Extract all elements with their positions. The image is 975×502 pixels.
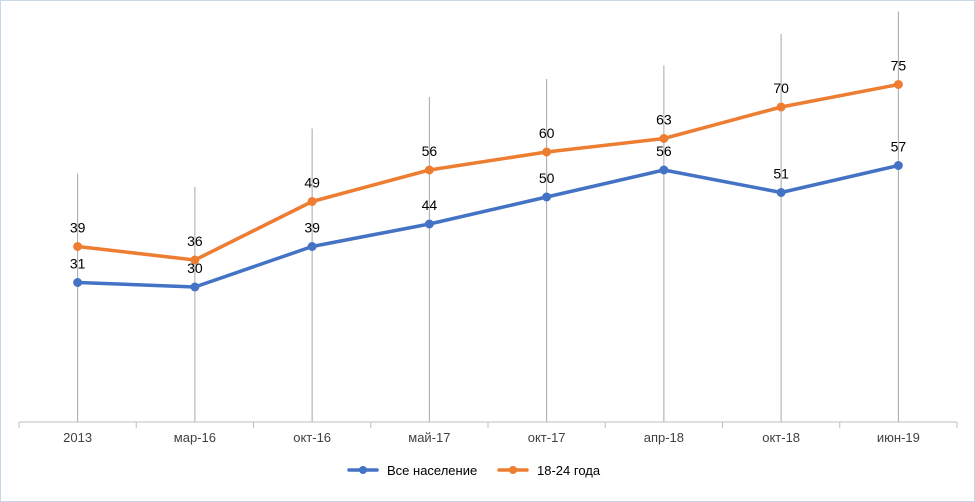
- data-point: [424, 219, 434, 229]
- drop-lines: [77, 11, 899, 422]
- data-point: [190, 282, 200, 292]
- data-point: [424, 165, 434, 175]
- data-label: 30: [187, 260, 203, 276]
- data-label: 56: [656, 143, 672, 159]
- legend-item-0: Все население: [347, 463, 477, 478]
- x-tick-label: май-17: [408, 430, 450, 445]
- data-label: 56: [422, 143, 438, 159]
- data-label: 49: [304, 175, 320, 191]
- legend-label: Все население: [387, 463, 477, 478]
- data-label: 39: [304, 220, 320, 236]
- x-tick-label: 2013: [63, 430, 92, 445]
- data-label: 60: [539, 125, 555, 141]
- x-tick-label: окт-16: [293, 430, 331, 445]
- legend-marker: [509, 466, 517, 474]
- data-label: 36: [187, 233, 203, 249]
- data-label: 31: [70, 256, 86, 272]
- x-axis-ticks: [18, 422, 958, 428]
- data-point: [307, 242, 317, 251]
- legend-item-1: 18-24 года: [497, 463, 601, 478]
- data-label: 51: [773, 166, 789, 182]
- x-tick-label: июн-19: [877, 430, 920, 445]
- data-point: [542, 192, 552, 202]
- series-lines: [75, 82, 901, 289]
- data-point: [307, 197, 317, 206]
- x-tick-label: окт-17: [528, 430, 566, 445]
- data-point: [659, 134, 669, 143]
- data-point: [893, 80, 903, 89]
- data-label: 63: [656, 112, 672, 128]
- x-tick-label: окт-18: [762, 430, 800, 445]
- data-label: 39: [70, 220, 86, 236]
- data-point: [776, 102, 786, 112]
- series-points: [73, 80, 903, 292]
- data-point: [776, 188, 786, 197]
- x-axis-labels: 2013 мар-16 окт-16 май-17 окт-17 апр-18 окт-18…: [63, 430, 920, 445]
- legend-label: 18-24 года: [537, 463, 601, 478]
- x-tick-label: мар-16: [174, 430, 216, 445]
- data-point: [73, 242, 83, 251]
- data-point: [659, 165, 669, 175]
- data-point: [73, 278, 83, 287]
- data-label: 57: [891, 139, 907, 155]
- legend: Все население 18-24 года: [347, 463, 601, 478]
- data-point: [893, 161, 903, 170]
- data-point: [542, 147, 552, 157]
- series-line-0: [75, 163, 901, 289]
- data-labels: 31 30 39 44 50 56 51 57 39 36 49 56 60 63 70 75: [70, 58, 907, 277]
- x-tick-label: апр-18: [644, 430, 684, 445]
- data-label: 44: [422, 197, 438, 213]
- data-point: [190, 255, 200, 265]
- data-label: 50: [539, 170, 555, 186]
- legend-marker: [359, 466, 367, 474]
- data-label: 70: [773, 80, 789, 96]
- data-label: 75: [891, 58, 907, 74]
- series-line-1: [75, 82, 901, 262]
